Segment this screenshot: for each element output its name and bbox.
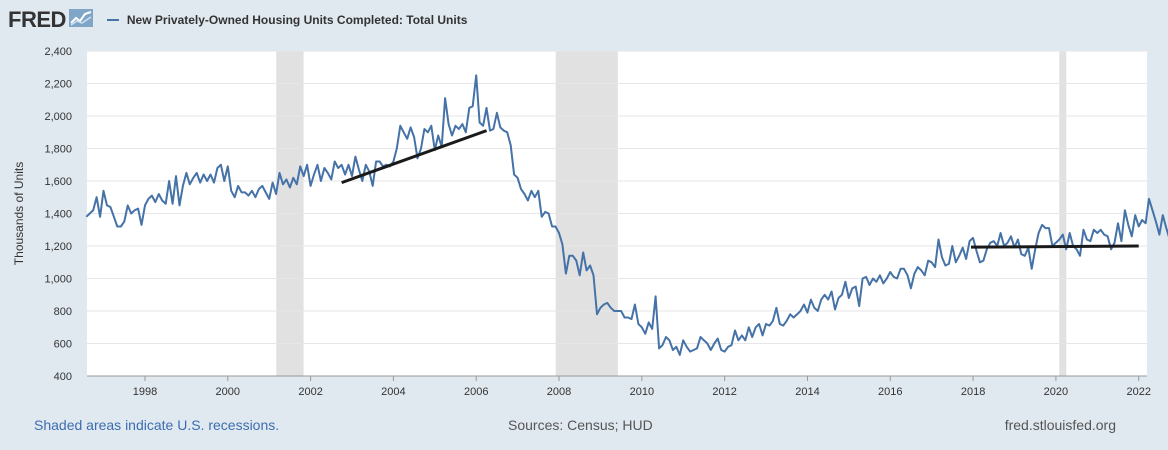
chart-logo-icon xyxy=(68,9,93,27)
chart-legend: New Privately-Owned Housing Units Comple… xyxy=(106,13,468,27)
x-tick-label: 2000 xyxy=(216,386,240,398)
chart-header: FRED New Privately-Owned Housing Units C… xyxy=(8,6,467,34)
y-tick-label: 600 xyxy=(54,339,72,351)
y-tick-label: 1,600 xyxy=(44,176,72,188)
x-tick-label: 2022 xyxy=(1126,386,1150,398)
x-tick-label: 2008 xyxy=(547,386,571,398)
legend-series-label: New Privately-Owned Housing Units Comple… xyxy=(126,13,468,27)
x-tick-label: 2020 xyxy=(1044,386,1068,398)
y-tick-label: 1,000 xyxy=(44,274,72,286)
y-tick-label: 2,400 xyxy=(44,46,72,58)
x-tick-label: 2002 xyxy=(298,386,322,398)
series-line xyxy=(85,74,1168,356)
x-tick-label: 1998 xyxy=(133,386,157,398)
x-tick-label: 2014 xyxy=(795,386,819,398)
x-tick-label: 2010 xyxy=(630,386,654,398)
y-tick-label: 1,800 xyxy=(44,144,72,156)
x-tick-label: 2004 xyxy=(381,386,405,398)
x-tick-label: 2018 xyxy=(961,386,985,398)
x-tick-label: 2012 xyxy=(712,386,736,398)
legend-swatch xyxy=(106,19,119,21)
y-tick-label: 800 xyxy=(54,306,72,318)
x-tick-label: 2006 xyxy=(464,386,488,398)
fred-logo: FRED xyxy=(8,7,66,32)
trend-line xyxy=(971,244,1139,249)
y-tick-label: 1,200 xyxy=(44,241,72,253)
y-axis-label: Thousands of Units xyxy=(12,162,26,265)
y-tick-label: 2,000 xyxy=(44,111,72,123)
y-tick-label: 1,400 xyxy=(44,209,72,221)
y-tick-label: 400 xyxy=(54,371,72,383)
sources-note: Sources: Census; HUD xyxy=(508,417,653,433)
recessions-note: Shaded areas indicate U.S. recessions. xyxy=(34,417,280,433)
y-tick-label: 2,200 xyxy=(44,79,72,91)
trend-line xyxy=(341,129,488,185)
x-tick-label: 2016 xyxy=(878,386,902,398)
site-link[interactable]: fred.stlouisfed.org xyxy=(1004,417,1116,433)
